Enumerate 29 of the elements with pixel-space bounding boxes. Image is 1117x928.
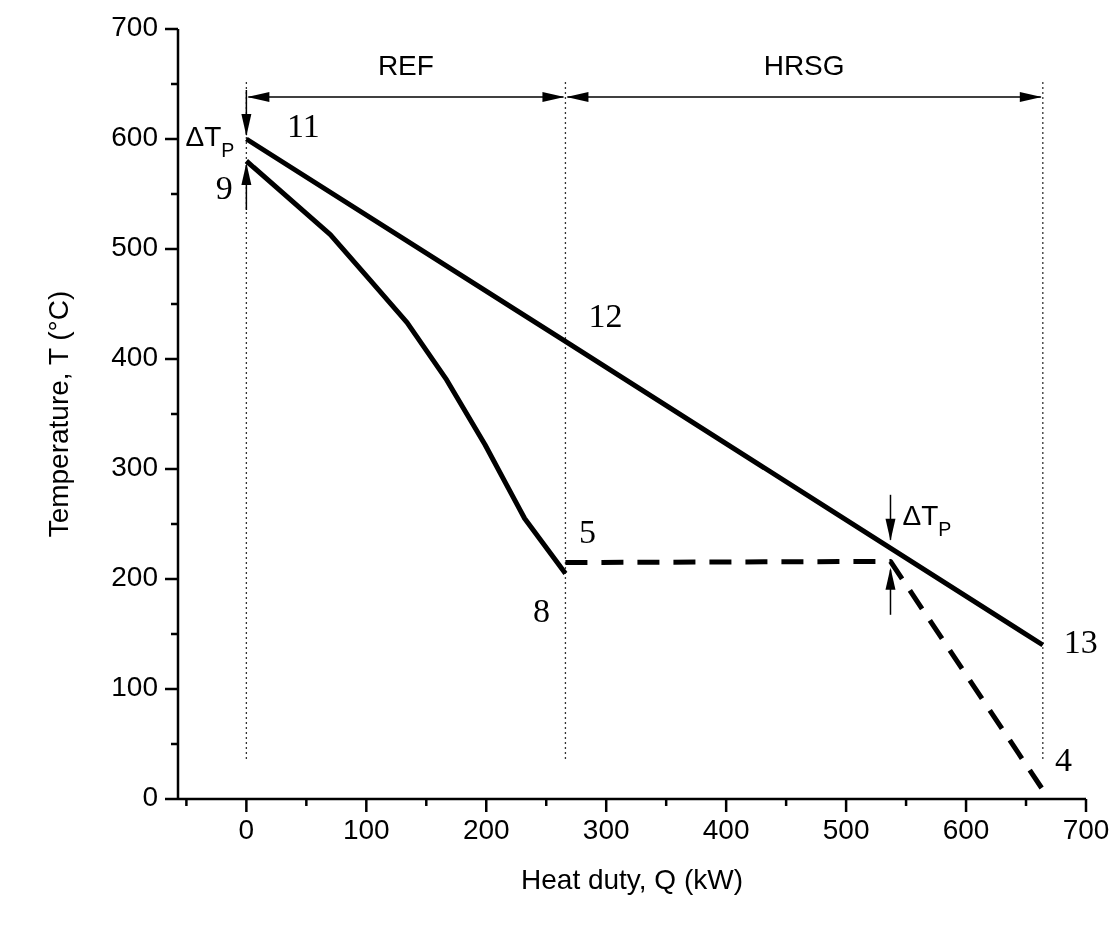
annotation: 5 — [578, 512, 596, 550]
x-tick-label: 700 — [1062, 814, 1110, 845]
annotation: 12 — [588, 297, 623, 335]
y-tick-label: 600 — [111, 121, 158, 153]
y-tick-label: 200 — [111, 561, 158, 593]
x-tick-label: 500 — [822, 814, 870, 845]
annotation: 11 — [286, 106, 320, 144]
x-tick-label: 100 — [342, 814, 390, 845]
x-tick-label: 200 — [462, 814, 510, 845]
x-tick-label: 0 — [238, 814, 255, 845]
y-axis-title: Temperature, T (°C) — [43, 290, 74, 538]
annotation: REF — [377, 50, 434, 81]
x-tick-label: 300 — [582, 814, 630, 845]
y-tick-label: 0 — [142, 781, 158, 813]
y-tick-label: 400 — [111, 341, 158, 373]
annotation: 13 — [1063, 622, 1098, 660]
annotation: 9 — [215, 168, 233, 206]
annotation: 8 — [532, 591, 550, 629]
y-tick-label: 100 — [111, 671, 158, 703]
annotation: HRSG — [763, 50, 845, 81]
annotation: 4 — [1055, 740, 1073, 778]
y-tick-label: 300 — [111, 451, 158, 483]
x-tick-label: 400 — [702, 814, 750, 845]
y-tick-label: 500 — [111, 231, 158, 263]
x-tick-label: 600 — [942, 814, 990, 845]
x-axis-title: Heat duty, Q (kW) — [521, 864, 743, 895]
annotation: ΔT$_{P}$ — [185, 121, 235, 161]
annotation: ΔT$_{P}$ — [902, 499, 952, 540]
y-tick-label: 700 — [111, 11, 158, 43]
